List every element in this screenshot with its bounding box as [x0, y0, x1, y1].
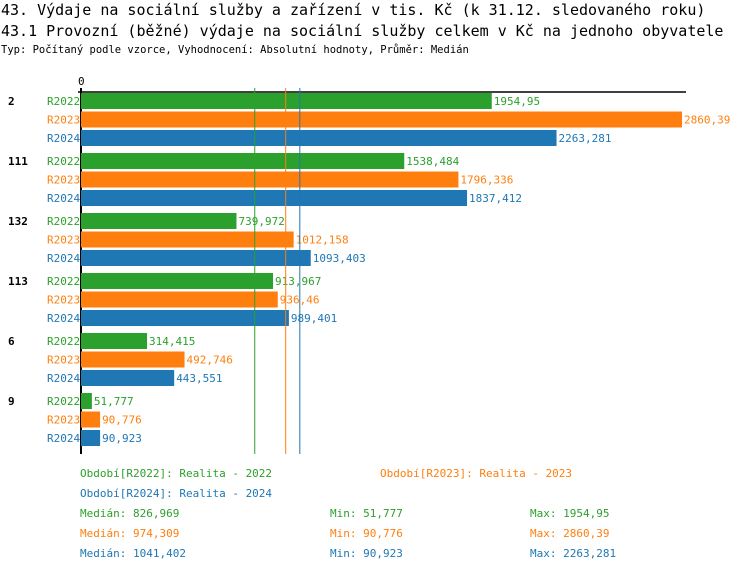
data-label: 443,551 — [176, 372, 222, 385]
series-label: R2023 — [47, 294, 80, 307]
data-label: 1538,484 — [406, 155, 459, 168]
series-label: R2022 — [47, 335, 80, 348]
series-label: R2022 — [47, 155, 80, 168]
stat-max: Max: 1954,95 — [530, 507, 609, 520]
category-label: 113 — [8, 275, 28, 288]
category-label: 111 — [8, 155, 28, 168]
series-label: R2023 — [47, 114, 80, 127]
bar — [81, 430, 101, 446]
bar — [81, 333, 148, 349]
series-label: R2024 — [47, 192, 80, 205]
data-label: 1796,336 — [460, 174, 513, 187]
series-label: R2024 — [47, 372, 80, 385]
stat-median: Medián: 974,309 — [80, 527, 179, 540]
data-label: 989,401 — [291, 312, 337, 325]
data-label: 2860,39 — [684, 114, 730, 127]
bar — [81, 370, 175, 386]
chart-title: 43. Výdaje na sociální služby a zařízení… — [1, 1, 706, 19]
series-label: R2023 — [47, 174, 80, 187]
data-label: 1012,158 — [296, 234, 349, 247]
stat-min: Min: 90,776 — [330, 527, 403, 540]
series-label: R2022 — [47, 215, 80, 228]
stat-min: Min: 90,923 — [330, 547, 403, 560]
series-label: R2022 — [47, 275, 80, 288]
data-label: 314,415 — [149, 335, 195, 348]
chart-info: Typ: Počítaný podle vzorce, Vyhodnocení:… — [1, 44, 469, 56]
stat-min: Min: 51,777 — [330, 507, 403, 520]
data-label: 739,972 — [238, 215, 284, 228]
stat-max: Max: 2263,281 — [530, 547, 616, 560]
bar — [81, 231, 294, 248]
bar — [81, 190, 468, 206]
series-label: R2023 — [47, 234, 80, 247]
data-label: 51,777 — [94, 395, 134, 408]
bar — [81, 130, 557, 146]
category-label: 9 — [8, 395, 15, 408]
category-label: 2 — [8, 95, 15, 108]
bar — [81, 213, 237, 229]
bar — [81, 93, 492, 109]
bar — [81, 111, 682, 128]
data-label: 2263,281 — [559, 132, 612, 145]
series-label: R2024 — [47, 252, 80, 265]
bar — [81, 153, 405, 169]
category-label: 6 — [8, 335, 15, 348]
data-label: 492,746 — [187, 354, 233, 367]
series-label: R2023 — [47, 414, 80, 427]
bar — [81, 393, 92, 409]
data-label: 1837,412 — [469, 192, 522, 205]
data-label: 913,967 — [275, 275, 321, 288]
bar — [81, 310, 289, 326]
category-label: 132 — [8, 215, 28, 228]
series-label: R2023 — [47, 354, 80, 367]
legend-entry: Období[R2022]: Realita - 2022 — [80, 467, 272, 480]
series-label: R2024 — [47, 132, 80, 145]
bar — [81, 171, 459, 188]
stat-median: Medián: 826,969 — [80, 507, 179, 520]
stat-median: Medián: 1041,402 — [80, 547, 186, 560]
bar — [81, 273, 274, 289]
series-label: R2022 — [47, 95, 80, 108]
data-label: 1954,95 — [494, 95, 540, 108]
data-label: 90,776 — [102, 414, 142, 427]
legend-entry: Období[R2024]: Realita - 2024 — [80, 487, 272, 500]
bar — [81, 250, 311, 266]
stat-max: Max: 2860,39 — [530, 527, 609, 540]
series-label: R2024 — [47, 312, 80, 325]
series-label: R2022 — [47, 395, 80, 408]
series-label: R2024 — [47, 432, 80, 445]
bar — [81, 291, 278, 308]
data-label: 1093,403 — [313, 252, 366, 265]
data-label: 90,923 — [102, 432, 142, 445]
legend-entry: Období[R2023]: Realita - 2023 — [380, 467, 572, 480]
chart-subtitle: 43.1 Provozní (běžné) výdaje na sociální… — [1, 22, 724, 40]
bar — [81, 351, 185, 368]
x-tick-label: 0 — [78, 75, 85, 88]
bar — [81, 411, 101, 428]
